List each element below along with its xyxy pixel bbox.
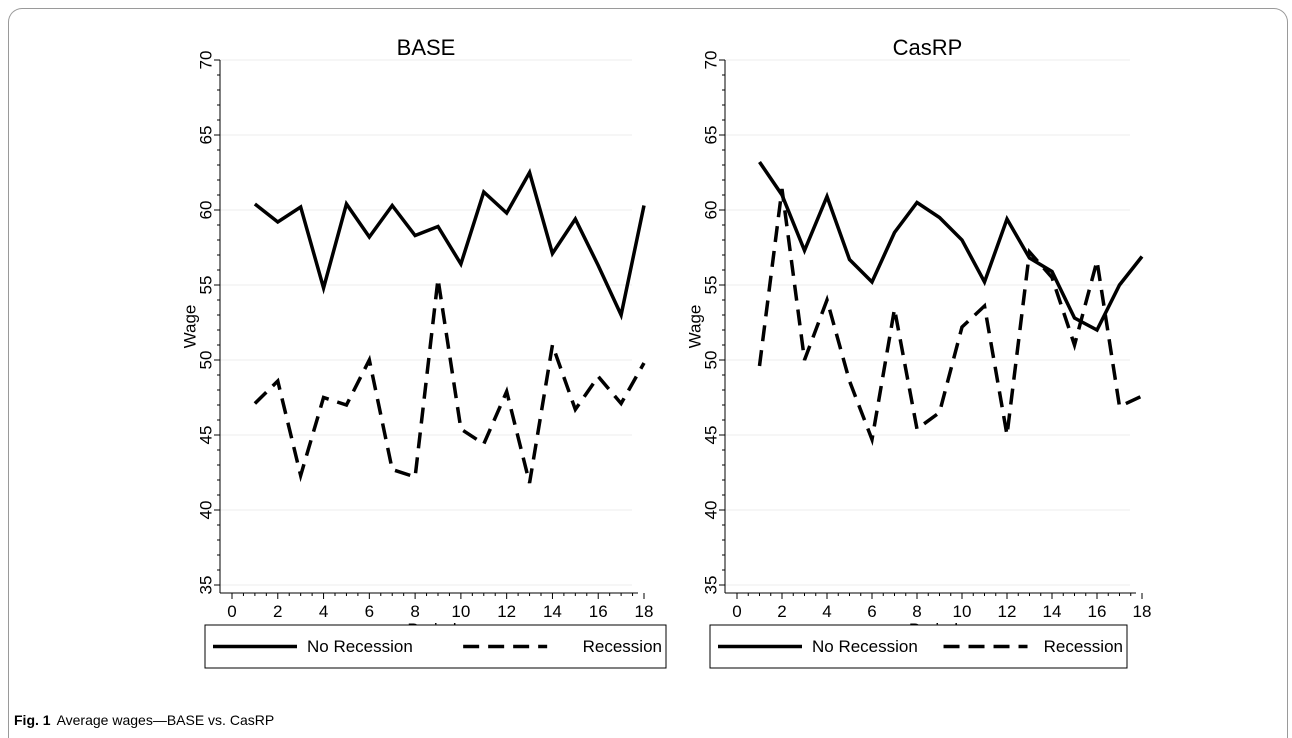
y-tick-label: 50: [197, 351, 216, 370]
chart-title: CasRP: [893, 35, 963, 60]
x-tick-label: 6: [867, 602, 876, 621]
y-tick-label: 65: [197, 126, 216, 145]
series-line-recession: [253, 278, 646, 484]
x-tick-label: 10: [953, 602, 972, 621]
figure-caption: Fig. 1 Average wages—BASE vs. CasRP: [14, 712, 274, 728]
x-tick-label: 0: [732, 602, 741, 621]
x-tick-label: 4: [822, 602, 831, 621]
legend-label-recession: Recession: [583, 637, 662, 656]
y-tick-label: 55: [702, 276, 721, 295]
y-tick-label: 45: [197, 426, 216, 445]
y-tick-label: 35: [702, 576, 721, 595]
x-tick-label: 12: [497, 602, 516, 621]
legend: No Recession Recession: [204, 624, 667, 669]
x-tick-label: 8: [912, 602, 921, 621]
y-tick-label: 45: [702, 426, 721, 445]
chart-panel-2: CasRP3540455055606570024681012141618Peri…: [686, 35, 1152, 669]
y-tick-label: 70: [197, 51, 216, 70]
figure-frame: [8, 8, 1288, 738]
x-tick-label: 2: [273, 602, 282, 621]
y-tick-label: 65: [702, 126, 721, 145]
x-tick-label: 2: [777, 602, 786, 621]
caption-text: Average wages—BASE vs. CasRP: [56, 712, 275, 728]
y-tick-label: 60: [197, 201, 216, 220]
series-line-recession: [757, 188, 1143, 447]
y-tick-label: 55: [197, 276, 216, 295]
x-tick-label: 14: [1043, 602, 1062, 621]
y-tick-label: 40: [702, 501, 721, 520]
y-tick-label: 50: [702, 351, 721, 370]
y-tick-label: 60: [702, 201, 721, 220]
x-tick-label: 0: [227, 602, 236, 621]
chart-panel-1: BASE3540455055606570024681012141618Perio…: [181, 35, 667, 669]
series-line-no-recession: [253, 167, 646, 321]
legend-label-no-recession: No Recession: [812, 637, 918, 656]
x-tick-label: 18: [1133, 602, 1152, 621]
y-tick-label: 40: [197, 501, 216, 520]
legend: No Recession Recession: [709, 624, 1128, 669]
x-tick-label: 12: [998, 602, 1017, 621]
legend-label-recession: Recession: [1044, 637, 1123, 656]
caption-label: Fig. 1: [14, 712, 51, 728]
x-tick-label: 16: [589, 602, 608, 621]
y-tick-label: 35: [197, 576, 216, 595]
y-axis-label: Wage: [181, 305, 200, 349]
x-tick-label: 14: [543, 602, 562, 621]
x-tick-label: 10: [451, 602, 470, 621]
chart-title: BASE: [397, 35, 456, 60]
x-tick-label: 4: [319, 602, 328, 621]
x-tick-label: 8: [410, 602, 419, 621]
legend-label-no-recession: No Recession: [307, 637, 413, 656]
y-tick-label: 70: [702, 51, 721, 70]
x-tick-label: 6: [365, 602, 374, 621]
series-line-no-recession: [758, 161, 1144, 333]
y-axis-label: Wage: [686, 305, 705, 349]
x-tick-label: 18: [635, 602, 654, 621]
x-tick-label: 16: [1088, 602, 1107, 621]
